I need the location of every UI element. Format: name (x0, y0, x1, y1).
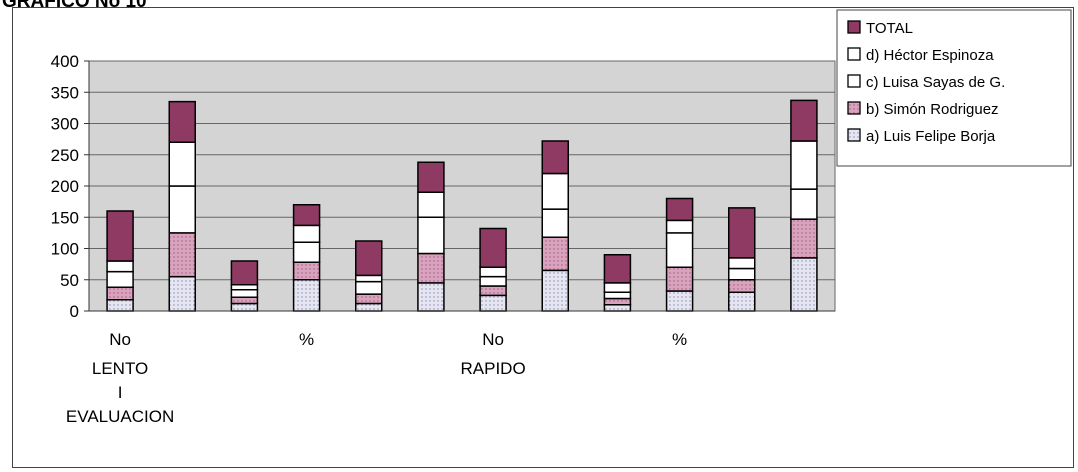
bar-segment (603, 291, 632, 300)
bar-segment (168, 141, 196, 187)
bar-segment (292, 224, 321, 243)
bar-segment (355, 274, 383, 283)
bar-segment (479, 227, 507, 268)
legend-entry: TOTAL (866, 20, 913, 37)
bar-segment (541, 140, 569, 175)
x-tick-label: No (482, 330, 504, 349)
bar-segment (417, 216, 445, 255)
legend-entry: c) Luisa Sayas de G. (866, 74, 1005, 91)
x-axis: No% No % LENTO I EVALUACION RAPIDO (66, 310, 835, 426)
y-tick-label: 0 (70, 302, 79, 321)
legend-swatch (847, 101, 861, 115)
bar-segment (665, 232, 694, 268)
bar-segment (541, 269, 569, 312)
bar-segment (728, 291, 756, 312)
bar-segment (355, 302, 383, 312)
bar-segment (541, 172, 569, 210)
legend-swatch (847, 47, 861, 61)
y-tick-label: 300 (51, 115, 79, 134)
bar-segment (665, 219, 694, 234)
legend-entry: d) Héctor Espinoza (866, 47, 994, 64)
legend-entry: b) Simón Rodriguez (866, 101, 999, 118)
bar-segment (355, 293, 383, 305)
bar-segment (106, 210, 134, 262)
bar-segment (355, 280, 383, 295)
bar-segment (603, 297, 632, 306)
legend: TOTAL d) Héctor Espinoza c) Luisa Sayas de… (836, 9, 1072, 167)
stacked-bar-chart: 400 350 300 250 200 150 100 50 0 No% No % LENTO I EVA… (51, 9, 1072, 426)
bar-segment (106, 299, 134, 312)
bar-segment (230, 296, 259, 305)
bar-segment (106, 270, 134, 288)
bar-segment (230, 289, 259, 298)
y-tick-label: 350 (51, 83, 79, 102)
bar-segment (106, 260, 134, 273)
bar-segment (728, 267, 756, 281)
bar-segment (417, 191, 445, 218)
bar-segment (790, 257, 818, 312)
bar-segment (479, 266, 507, 278)
bar-segment (417, 252, 445, 284)
bar-segment (728, 257, 756, 270)
bar-segment (541, 208, 569, 238)
bar-segment (603, 282, 632, 293)
bar-segment (230, 302, 259, 312)
bar-segment (665, 266, 694, 292)
legend-entry: a) Luis Felipe Borja (866, 128, 996, 145)
bar-segment (417, 282, 445, 312)
bar-segment (479, 294, 507, 312)
group-label: EVALUACION (66, 407, 174, 426)
bar-segment (355, 240, 383, 277)
bar-segment (728, 279, 756, 293)
y-tick-label: 100 (51, 240, 79, 259)
bar-segment (790, 99, 818, 142)
bar-segment (292, 261, 321, 281)
bar-segment (230, 260, 259, 286)
y-tick-label: 400 (51, 52, 79, 71)
bar-segment (292, 241, 321, 263)
chart-frame: 400 350 300 250 200 150 100 50 0 No% No% LENTO I EVA… (12, 7, 1074, 468)
legend-swatch (847, 74, 861, 88)
group-label: RAPIDO (460, 359, 525, 378)
bar-segment (168, 275, 196, 312)
y-tick-label: 250 (51, 146, 79, 165)
bar-segment (292, 204, 321, 227)
bar-segment (603, 304, 632, 312)
legend-box (836, 9, 1072, 167)
legend-swatch (847, 20, 861, 34)
group-label: I (118, 383, 123, 402)
bar-segment (790, 188, 818, 220)
bar-segment (479, 285, 507, 297)
bar-segment (665, 290, 694, 312)
bar-segment (168, 185, 196, 234)
y-tick-label: 150 (51, 208, 79, 227)
bar-segment (665, 197, 694, 222)
group-label: LENTO (92, 359, 148, 378)
bar-segment (479, 275, 507, 287)
y-axis: 400 350 300 250 200 150 100 50 0 (51, 52, 90, 321)
y-tick-label: 200 (51, 177, 79, 196)
bar-segment (790, 218, 818, 259)
bar-segment (168, 232, 196, 278)
gridlines (89, 91, 835, 281)
bar-segment (790, 140, 818, 190)
bar-segment (168, 100, 196, 143)
bar-segment (728, 207, 756, 259)
bars (106, 99, 818, 312)
bar-segment (541, 236, 569, 272)
x-tick-label: No (109, 330, 131, 349)
bar-segment (603, 254, 632, 284)
legend-swatch (847, 128, 861, 142)
bar-segment (417, 161, 445, 193)
y-tick-label: 50 (60, 271, 79, 290)
bar-segment (106, 286, 134, 301)
bar-segment (292, 279, 321, 312)
x-tick-label: % (299, 330, 314, 349)
x-tick-label: % (672, 330, 687, 349)
